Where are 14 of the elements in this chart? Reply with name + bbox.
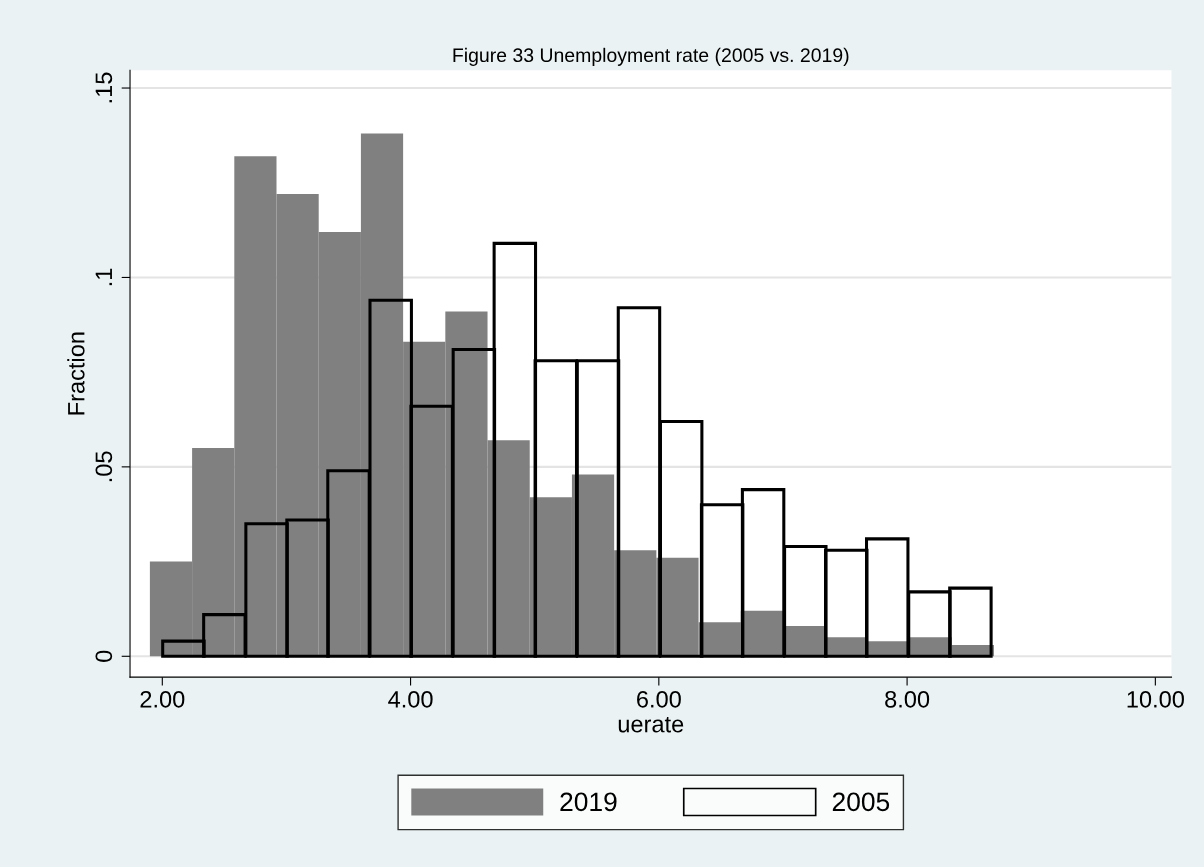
y-tick-label: .05 (95, 451, 113, 482)
x-tick-label: 8.00 (885, 690, 930, 708)
legend-label: 2019 (560, 792, 617, 812)
x-tick-label: 10.00 (1127, 690, 1184, 708)
x-tick-label: 2.00 (140, 690, 185, 708)
y-tick-label: 0 (95, 650, 113, 662)
x-axis-title: uerate (618, 716, 684, 733)
x-tick-label: 4.00 (388, 690, 433, 708)
x-tick-label: 6.00 (637, 690, 681, 708)
y-tick-label: .1 (95, 268, 112, 286)
y-axis-title: Fraction (67, 332, 85, 415)
y-tick-label: .15 (95, 72, 113, 103)
chart-title: Figure 33 Unemployment rate (2005 vs. 2019) (453, 47, 849, 66)
legend-label: 2005 (832, 792, 890, 812)
